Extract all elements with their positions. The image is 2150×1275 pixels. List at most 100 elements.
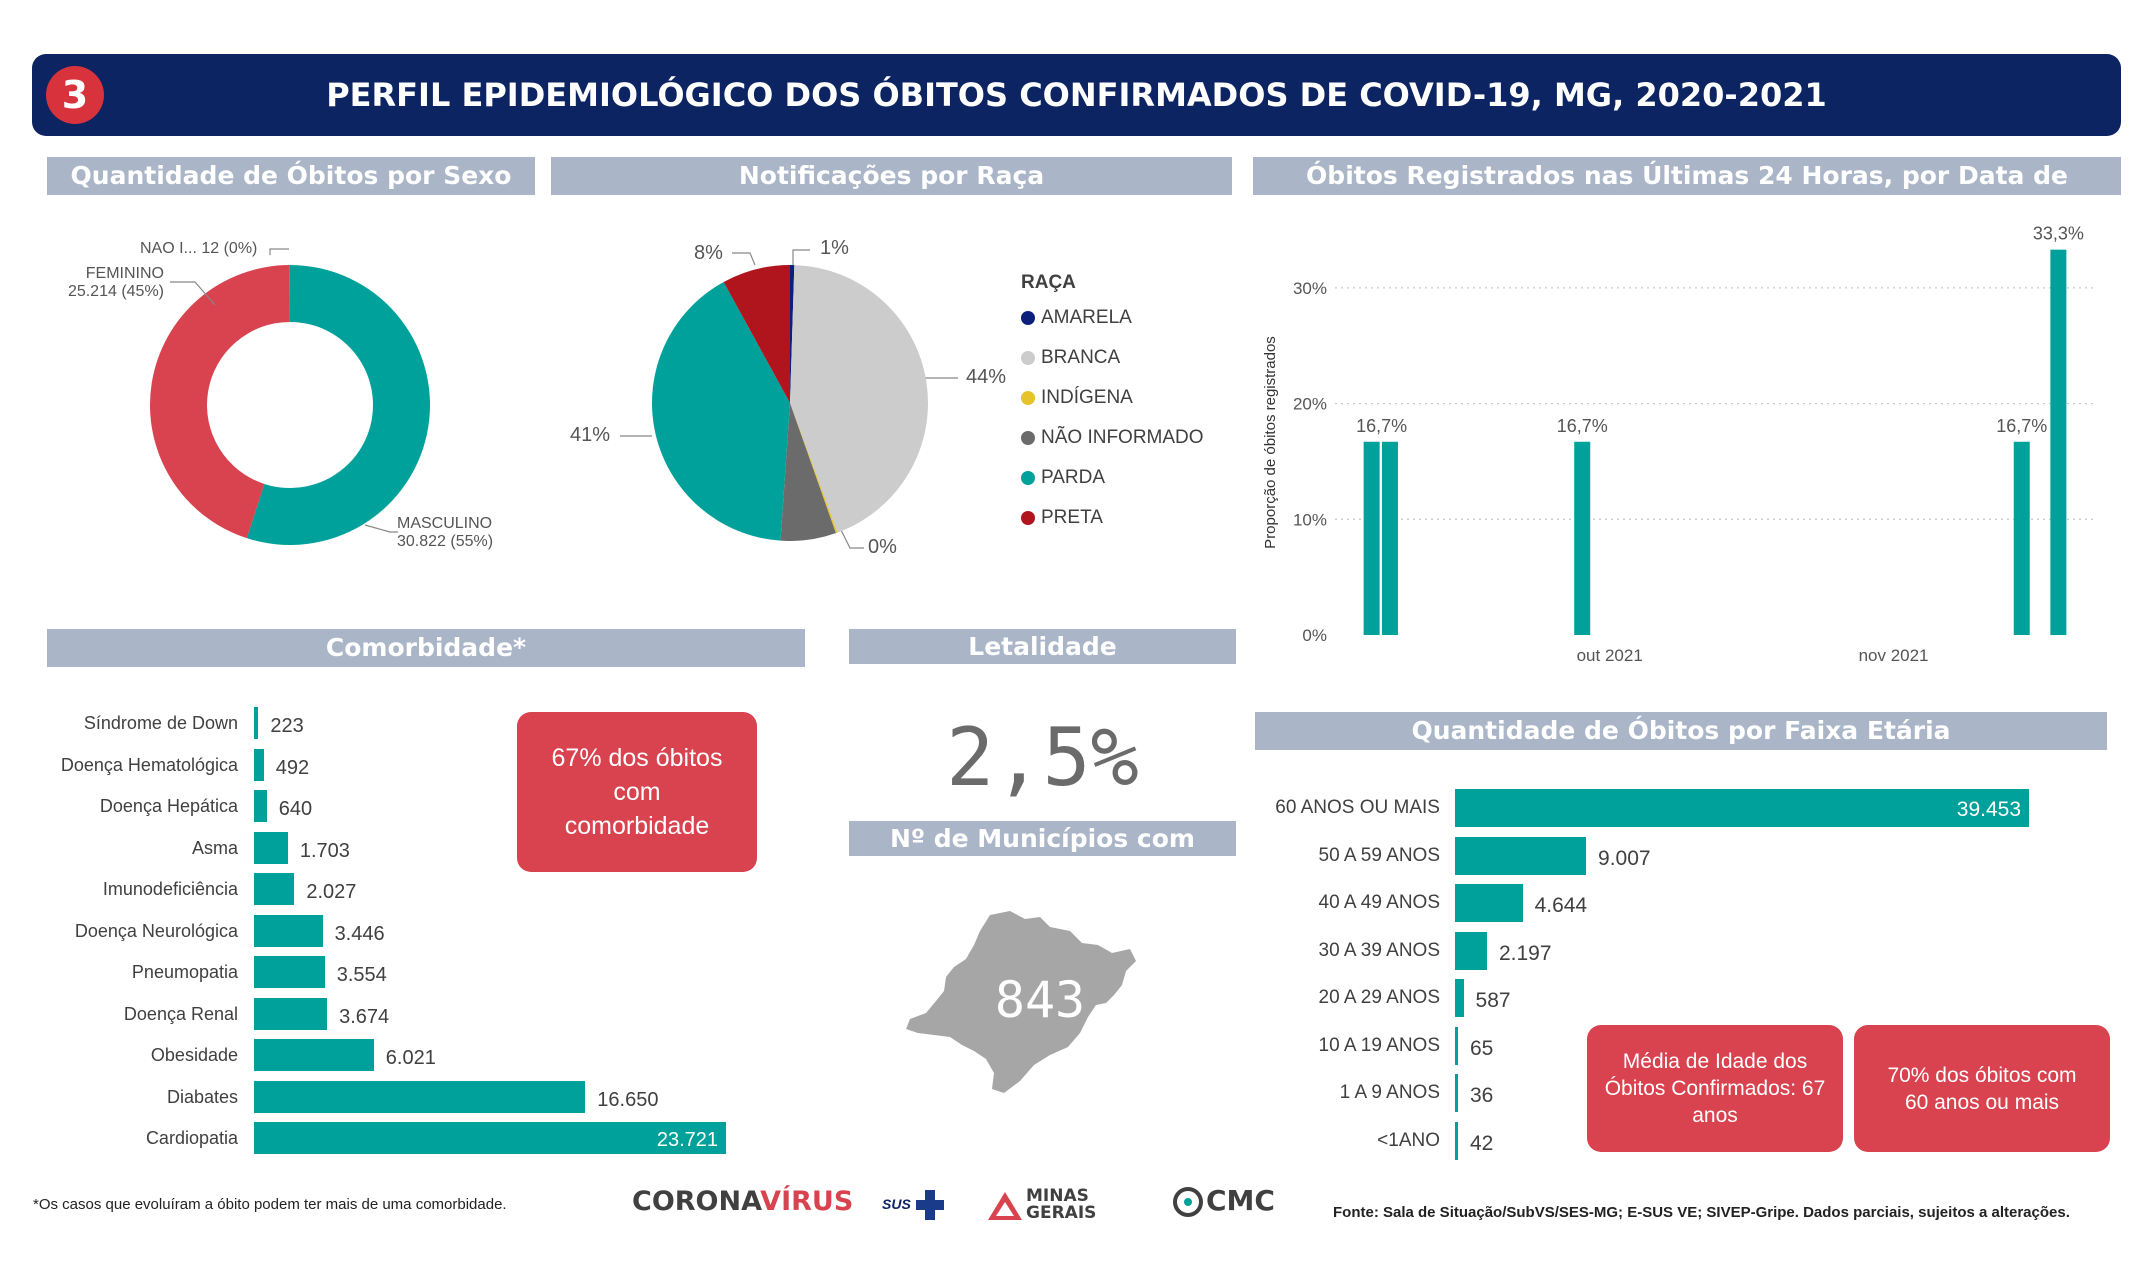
legend-label: INDÍGENA — [1041, 387, 1133, 408]
legend-item: INDÍGENA — [1021, 378, 1204, 418]
x-tick-label: out 2021 — [1577, 646, 1643, 665]
bar — [254, 997, 328, 1030]
category-label: Asma — [191, 837, 238, 858]
category-label: 10 A 19 ANOS — [1318, 1034, 1440, 1056]
bar-data-label: 16,7% — [1356, 416, 1407, 436]
kpi-municipios: 843 — [994, 971, 1086, 1029]
pie-slice-indigena — [790, 403, 838, 534]
category-label: 20 A 29 ANOS — [1318, 987, 1440, 1008]
bar-data-label: 16,7% — [1996, 416, 2047, 436]
header-bar: PERFIL EPIDEMIOLÓGICO DOS ÓBITOS CONFIRM… — [32, 54, 2121, 136]
bar-24h — [1381, 441, 1398, 635]
category-label: Doença Hepática — [99, 796, 238, 816]
cmc-emblem-icon — [1173, 1187, 1203, 1217]
section-title-raca: Notificações por Raça — [551, 157, 1232, 195]
legend-dot-icon — [1021, 431, 1035, 445]
donut-slice-feminino — [149, 265, 290, 539]
minas-gerais-map-icon — [906, 911, 1136, 1093]
legend-dot-icon — [1021, 391, 1035, 405]
legend-label: PRETA — [1041, 507, 1103, 528]
legend-title: RAÇA — [1021, 272, 1076, 293]
bar — [1455, 1026, 1458, 1065]
pie-slice-parda — [652, 282, 790, 541]
bar — [254, 956, 325, 988]
sus-cross-icon — [916, 1190, 944, 1220]
bar-value-label: 9.007 — [1598, 846, 1651, 870]
bar-value-label: 16.650 — [597, 1088, 659, 1111]
category-label: <1ANO — [1377, 1129, 1440, 1151]
legend-label: BRANCA — [1041, 347, 1121, 368]
bar-value-label: 42 — [1470, 1131, 1494, 1155]
section-title-letalidade: Letalidade — [849, 629, 1236, 664]
callout-mais60: 70% dos óbitos com 60 anos ou mais — [1854, 1025, 2110, 1152]
x-tick-label: nov 2021 — [1859, 646, 1929, 665]
bar — [1455, 789, 2029, 827]
bar-chart-comorbidade: Síndrome de Down 223 Doença Hematológica 49… — [40, 700, 800, 1160]
pie-slice-nao-informado — [780, 403, 836, 541]
bar-value-label: 39.453 — [1956, 798, 2021, 821]
pie-slice-branca — [790, 265, 928, 533]
section-title-sexo: Quantidade de Óbitos por Sexo — [47, 157, 535, 195]
label-raca-branca: 44% — [966, 366, 1007, 388]
legend-item: PRETA — [1021, 498, 1204, 538]
legend-raca: RAÇA AMARELA BRANCA INDÍGENA NÃO INFORMADO P… — [1021, 272, 1204, 538]
callout-media-idade: Média de Idade dos Óbitos Confirmados: 6… — [1587, 1025, 1843, 1152]
section-title-faixa: Quantidade de Óbitos por Faixa Etária — [1255, 712, 2107, 750]
footnote: *Os casos que evoluíram a óbito podem te… — [33, 1196, 507, 1213]
bar-value-label: 4.644 — [1534, 894, 1588, 917]
bar — [254, 1080, 586, 1113]
bar-value-label: 6.021 — [385, 1047, 436, 1069]
bar-value-label: 2.197 — [1498, 941, 1552, 965]
bar — [254, 914, 323, 947]
category-label: Imunodeficiência — [102, 879, 238, 899]
category-label: 1 A 9 ANOS — [1339, 1082, 1440, 1103]
bar — [1455, 1121, 1458, 1160]
category-label: Doença Neurológica — [74, 920, 238, 941]
label-sexo-feminino: FEMININO 25.214 (45%) — [67, 265, 164, 300]
legend-item: NÃO INFORMADO — [1021, 418, 1204, 458]
bar-value-label: 587 — [1475, 989, 1511, 1012]
bar-24h — [1574, 441, 1591, 635]
bar — [254, 873, 295, 905]
legend-dot-icon — [1021, 471, 1035, 485]
category-label: Obesidade — [150, 1045, 238, 1065]
bar-value-label: 3.446 — [334, 922, 385, 945]
bar — [254, 748, 264, 781]
label-sexo-nao-informado: NAO I... 12 (0%) — [140, 240, 258, 257]
bar-value-label: 640 — [278, 798, 313, 820]
section-title-comorbidade: Comorbidade* — [47, 629, 805, 667]
pie-slice-amarela — [790, 265, 795, 403]
bar-chart-ultimas24: 0% 10% 20% 30% Proporção de óbitos registrad… — [1262, 224, 2095, 665]
bar — [1455, 931, 1487, 970]
donut-slice-masculino — [246, 265, 430, 545]
y-tick-label: 30% — [1293, 279, 1327, 298]
pie-chart-raca — [652, 265, 928, 541]
page-title: PERFIL EPIDEMIOLÓGICO DOS ÓBITOS CONFIRM… — [326, 76, 1827, 114]
bar-data-label: 33,3% — [2033, 224, 2084, 244]
label-raca-preta: 8% — [694, 242, 723, 264]
section-number-badge: 3 — [46, 66, 104, 124]
legend-label: AMARELA — [1041, 307, 1132, 328]
logo-corona-virus: CORONAVÍRUS — [632, 1186, 854, 1217]
bar-value-label: 2.027 — [306, 881, 357, 903]
label-raca-amarela: 1% — [820, 237, 849, 259]
category-label: Doença Renal — [123, 1003, 238, 1024]
bar — [254, 831, 288, 864]
bar-value-label: 223 — [270, 715, 304, 737]
legend-dot-icon — [1021, 351, 1035, 365]
bar — [254, 707, 259, 739]
bar-value-label: 23.721 — [656, 1129, 718, 1151]
legend-label: PARDA — [1041, 467, 1106, 488]
category-label: Doença Hematológica — [60, 754, 238, 775]
bar-value-label: 36 — [1470, 1084, 1494, 1107]
label-raca-indigena: 0% — [868, 536, 897, 558]
bar — [1455, 1074, 1458, 1112]
logo-sus: SUS — [882, 1190, 944, 1220]
legend-dot-icon — [1021, 511, 1035, 525]
label-raca-parda: 41% — [570, 424, 611, 446]
bar-chart-faixa: 60 ANOS OU MAIS 39.453 50 A 59 ANOS 9.007 40… — [1255, 785, 2135, 1165]
logo-minas-gerais: MINAS GERAIS — [988, 1188, 1138, 1224]
category-label: 40 A 49 ANOS — [1318, 892, 1440, 913]
category-label: Diabates — [166, 1086, 238, 1107]
bar-value-label: 1.703 — [299, 839, 350, 862]
